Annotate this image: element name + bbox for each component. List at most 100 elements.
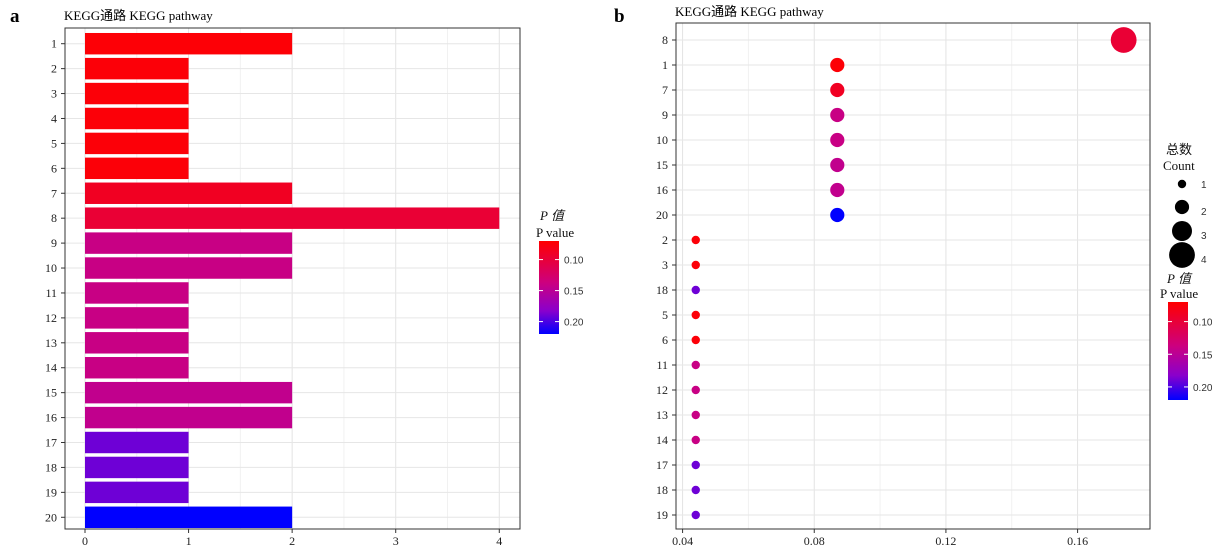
panel-a-bar xyxy=(85,406,293,429)
panel-a-y-tick-label: 14 xyxy=(45,361,57,375)
panel-a: a KEGG通路 KEGG pathway 123456789101112131… xyxy=(10,6,584,548)
panel-b-point xyxy=(830,182,845,198)
panel-b-point xyxy=(691,360,700,370)
panel-b-point xyxy=(830,82,845,98)
panel-a-y-tick-label: 1 xyxy=(51,37,57,51)
panel-b-point xyxy=(691,410,700,420)
panel-a-y-tick-label: 3 xyxy=(51,87,57,101)
panel-b-point xyxy=(830,57,845,73)
panel-a-bar xyxy=(85,307,189,329)
panel-a-y-tick-label: 4 xyxy=(51,111,57,125)
panel-b-count-legend-title-en: Count xyxy=(1163,158,1195,173)
panel-b-count-legend-dot xyxy=(1169,242,1195,268)
panel-a-bar xyxy=(85,456,189,479)
panel-a-bar xyxy=(85,157,189,180)
panel-b-point xyxy=(691,510,700,520)
panel-b-gridlines xyxy=(676,23,1150,529)
panel-b-x-tick-label: 0.12 xyxy=(935,534,956,548)
panel-a-bar xyxy=(85,506,293,529)
panel-b-point xyxy=(691,235,700,245)
panel-b-point xyxy=(830,207,845,223)
panel-b-point xyxy=(691,335,700,345)
panel-a-y-tick-label: 5 xyxy=(51,136,57,150)
panel-a-pvalue-legend: P 值 P value 0.10 0.15 0.20 xyxy=(536,208,584,334)
panel-a-y-tick-label: 11 xyxy=(45,286,57,300)
panel-a-x-ticks: 0 1 2 3 4 xyxy=(82,529,502,548)
panel-a-bar xyxy=(85,132,189,155)
panel-a-bar xyxy=(85,381,293,404)
panel-a-legend-tick-label: 0.10 xyxy=(564,256,584,267)
panel-a-bar xyxy=(85,357,189,379)
panel-a-bar xyxy=(85,481,189,504)
panel-b-x-tick-label: 0.16 xyxy=(1067,534,1088,548)
panel-b-point xyxy=(691,310,700,320)
panel-b-y-tick-label: 16 xyxy=(656,183,668,197)
panel-b-x-tick-label: 0.08 xyxy=(804,534,825,548)
panel-a-x-tick-label: 2 xyxy=(289,534,295,548)
panel-a-bar xyxy=(85,232,293,254)
panel-b-y-tick-label: 11 xyxy=(656,358,668,372)
panel-a-legend-title-cn: P 值 xyxy=(539,208,566,223)
panel-b-point xyxy=(1110,27,1137,53)
panel-b-point xyxy=(691,285,700,295)
panel-a-legend-ticks: 0.10 0.15 0.20 xyxy=(539,256,584,329)
panel-b-plot-frame xyxy=(675,22,1151,530)
panel-b-y-tick-label: 1 xyxy=(662,58,668,72)
panel-a-legend-tick-label: 0.20 xyxy=(564,318,584,329)
panel-b-point xyxy=(691,485,700,495)
panel-a-x-tick-label: 1 xyxy=(186,534,192,548)
panel-b-y-tick-label: 18 xyxy=(656,283,668,297)
panel-a-y-tick-label: 10 xyxy=(45,261,57,275)
panel-a-legend-title-en: P value xyxy=(536,225,574,240)
panel-a-y-tick-label: 13 xyxy=(45,336,57,350)
panel-b-point xyxy=(691,385,700,395)
panel-b-title: KEGG通路 KEGG pathway xyxy=(675,4,824,19)
panel-a-y-tick-label: 12 xyxy=(45,311,57,325)
panel-b-count-legend-label: 4 xyxy=(1201,255,1207,266)
panel-a-y-tick-label: 18 xyxy=(45,460,57,474)
panel-a-legend-colorbar xyxy=(539,241,559,334)
panel-a-x-tick-label: 3 xyxy=(393,534,399,548)
panel-b-legend-tick-label: 0.20 xyxy=(1193,383,1213,394)
panel-b-y-tick-label: 13 xyxy=(656,408,668,422)
panel-b-y-tick-label: 20 xyxy=(656,208,668,222)
panel-a-legend-tick-label: 0.15 xyxy=(564,287,584,298)
panel-a-y-tick-label: 8 xyxy=(51,211,57,225)
panel-b-legend-ticks: 0.10 0.15 0.20 xyxy=(1168,318,1213,394)
panel-b-y-tick-label: 7 xyxy=(662,83,668,97)
panel-a-bar xyxy=(85,82,189,105)
panel-a-y-tick-label: 9 xyxy=(51,236,57,250)
panel-b-count-legend-label: 1 xyxy=(1201,180,1207,191)
panel-a-letter: a xyxy=(10,6,20,27)
panel-b-legend-tick-label: 0.15 xyxy=(1193,350,1213,361)
panel-b-pvalue-legend: P 值 P value 0.10 0.15 0.20 xyxy=(1160,271,1213,400)
panel-a-y-tick-label: 19 xyxy=(45,485,57,499)
panel-a-title: KEGG通路 KEGG pathway xyxy=(64,8,213,23)
panel-a-y-tick-label: 15 xyxy=(45,386,57,400)
panel-b-y-tick-label: 18 xyxy=(656,483,668,497)
panel-a-bar xyxy=(85,107,189,130)
panel-a-y-tick-label: 2 xyxy=(51,62,57,76)
panel-a-bar xyxy=(85,32,293,55)
panel-b-point xyxy=(830,132,845,148)
panel-b-count-legend-label: 2 xyxy=(1201,207,1207,218)
panel-b-y-tick-label: 6 xyxy=(662,333,668,347)
panel-a-bar xyxy=(85,207,500,229)
panel-b-points xyxy=(691,27,1137,520)
panel-b-count-legend-label: 3 xyxy=(1201,231,1207,242)
panel-b-x-tick-label: 0.04 xyxy=(672,534,693,548)
panel-b-point xyxy=(830,157,845,173)
panel-b-count-legend-dot xyxy=(1174,199,1190,215)
panel-b-legend-title-en: P value xyxy=(1160,286,1198,301)
panel-a-y-tick-label: 6 xyxy=(51,161,57,175)
panel-a-bar xyxy=(85,182,293,204)
panel-a-x-tick-label: 4 xyxy=(496,534,502,548)
panel-b-count-legend-items: 1 2 3 4 xyxy=(1169,179,1207,268)
panel-a-x-tick-label: 0 xyxy=(82,534,88,548)
panel-b-point xyxy=(830,107,845,123)
panel-b-y-tick-label: 12 xyxy=(656,383,668,397)
panel-b-legend-colorbar xyxy=(1168,302,1188,400)
